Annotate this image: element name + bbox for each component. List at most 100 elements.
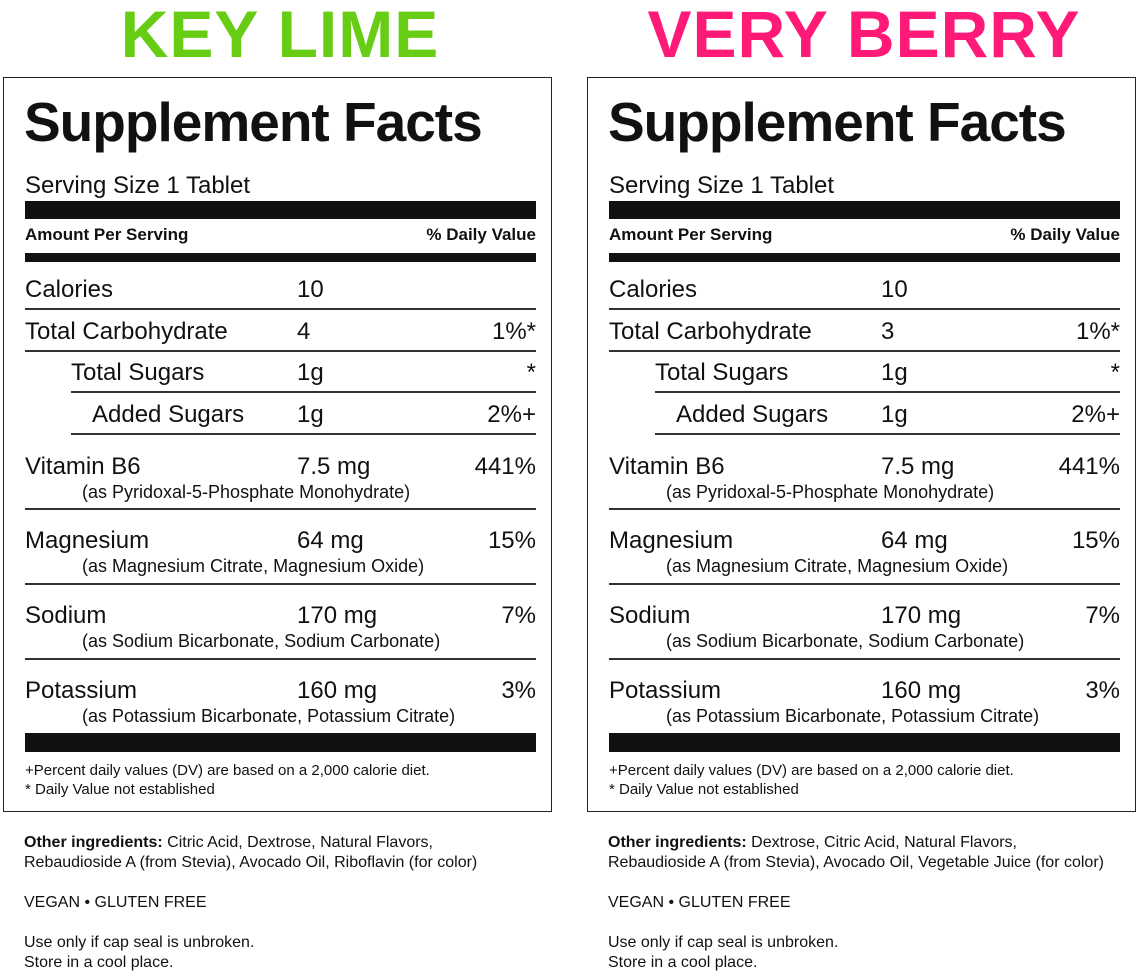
supplement-facts-box: Supplement Facts Serving Size 1 Tablet A… bbox=[587, 77, 1136, 812]
nutrient-dv: 2%+ bbox=[1071, 401, 1120, 428]
nutrient-dv: 441% bbox=[474, 453, 536, 480]
serving-size: Serving Size 1 Tablet bbox=[609, 172, 835, 199]
thick-divider-bottom bbox=[609, 733, 1120, 752]
nutrient-amount: 10 bbox=[881, 276, 908, 303]
flavor-title: KEY LIME bbox=[120, 0, 440, 71]
nutrient-dv: 1%* bbox=[491, 318, 536, 345]
other-ingredients-line1: Citric Acid, Dextrose, Natural Flavors, bbox=[162, 834, 433, 851]
amount-per-serving: Amount Per Serving bbox=[25, 225, 189, 244]
daily-value-header: % Daily Value bbox=[1010, 225, 1120, 244]
nutrient-dv: 2%+ bbox=[487, 401, 536, 428]
nutrient-name: Magnesium bbox=[25, 527, 150, 554]
nutrient-name: Potassium bbox=[609, 677, 722, 704]
facts-title: Supplement Facts bbox=[608, 91, 1067, 153]
footnote-daily-value: * Daily Value not established bbox=[609, 781, 799, 798]
nutrient-amount: 1g bbox=[297, 401, 324, 428]
key-lime-panel: KEY LIME Supplement Facts Serving Size 1… bbox=[0, 0, 560, 974]
medium-divider bbox=[25, 253, 536, 262]
nutrient-amount: 170 mg bbox=[881, 602, 962, 629]
row-divider bbox=[609, 308, 1120, 310]
nutrient-name: Calories bbox=[609, 276, 698, 303]
serving-size: Serving Size 1 Tablet bbox=[25, 172, 251, 199]
row-divider bbox=[655, 433, 1120, 435]
amount-header-row: Amount Per Serving % Daily Value bbox=[25, 225, 536, 245]
nutrient-amount: 1g bbox=[297, 359, 324, 386]
other-ingredients-label: Other ingredients: bbox=[608, 834, 747, 851]
row-divider bbox=[71, 433, 536, 435]
row-divider bbox=[25, 350, 536, 352]
very-berry-panel: VERY BERRY Supplement Facts Serving Size… bbox=[584, 0, 1144, 974]
row-divider bbox=[609, 350, 1120, 352]
nutrient-name: Vitamin B6 bbox=[609, 453, 725, 480]
nutrient-name: Magnesium bbox=[609, 527, 734, 554]
medium-divider bbox=[609, 253, 1120, 262]
nutrient-name: Calories bbox=[25, 276, 114, 303]
row-divider bbox=[71, 391, 536, 393]
row-divider bbox=[25, 308, 536, 310]
nutrient-amount: 64 mg bbox=[881, 527, 948, 554]
nutrient-source: (as Magnesium Citrate, Magnesium Oxide) bbox=[82, 556, 425, 576]
nutrient-amount: 64 mg bbox=[297, 527, 364, 554]
nutrient-name: Total Sugars bbox=[655, 359, 789, 386]
row-divider bbox=[609, 583, 1120, 585]
nutrient-amount: 3 bbox=[881, 318, 895, 345]
thick-divider-bottom bbox=[25, 733, 536, 752]
nutrient-name: Added Sugars bbox=[92, 401, 245, 428]
row-divider bbox=[609, 508, 1120, 510]
row-divider bbox=[25, 658, 536, 660]
row-divider bbox=[609, 658, 1120, 660]
usage-line1: Use only if cap seal is unbroken. bbox=[24, 934, 255, 951]
nutrient-name: Added Sugars bbox=[676, 401, 829, 428]
thick-divider bbox=[25, 201, 536, 219]
other-ingredients-label: Other ingredients: bbox=[24, 834, 163, 851]
nutrient-dv: 441% bbox=[1058, 453, 1120, 480]
facts-title: Supplement Facts bbox=[24, 91, 483, 153]
nutrient-amount: 170 mg bbox=[297, 602, 378, 629]
nutrient-source: (as Sodium Bicarbonate, Sodium Carbonate… bbox=[666, 631, 1025, 651]
nutrient-dv: 7% bbox=[1085, 602, 1120, 629]
nutrient-dv: * bbox=[526, 359, 536, 386]
nutrient-amount: 160 mg bbox=[881, 677, 962, 704]
nutrient-amount: 7.5 mg bbox=[297, 453, 371, 480]
nutrient-source: (as Pyridoxal-5-Phosphate Monohydrate) bbox=[82, 482, 411, 502]
nutrient-name: Vitamin B6 bbox=[25, 453, 141, 480]
row-divider bbox=[655, 391, 1120, 393]
nutrient-amount: 1g bbox=[881, 359, 908, 386]
other-ingredients-line1: Dextrose, Citric Acid, Natural Flavors, bbox=[746, 834, 1017, 851]
nutrient-name: Total Sugars bbox=[71, 359, 205, 386]
amount-header-row: Amount Per Serving % Daily Value bbox=[609, 225, 1120, 245]
nutrient-amount: 10 bbox=[297, 276, 324, 303]
nutrient-name: Sodium bbox=[609, 602, 691, 629]
footnote-percent: +Percent daily values (DV) are based on … bbox=[25, 762, 430, 779]
dietary-tags: VEGAN • GLUTEN FREE bbox=[24, 894, 207, 911]
daily-value-header: % Daily Value bbox=[426, 225, 536, 244]
nutrient-name: Potassium bbox=[25, 677, 138, 704]
nutrient-source: (as Potassium Bicarbonate, Potassium Cit… bbox=[666, 706, 1040, 726]
nutrient-dv: 15% bbox=[1071, 527, 1120, 554]
flavor-title: VERY BERRY bbox=[647, 0, 1081, 71]
nutrient-source: (as Magnesium Citrate, Magnesium Oxide) bbox=[666, 556, 1009, 576]
amount-per-serving: Amount Per Serving bbox=[609, 225, 773, 244]
other-ingredients-line2: Rebaudioside A (from Stevia), Avocado Oi… bbox=[24, 854, 478, 871]
nutrient-amount: 1g bbox=[881, 401, 908, 428]
nutrient-amount: 160 mg bbox=[297, 677, 378, 704]
supplement-facts-box: Supplement Facts Serving Size 1 Tablet A… bbox=[3, 77, 552, 812]
footnote-percent: +Percent daily values (DV) are based on … bbox=[609, 762, 1014, 779]
nutrient-name: Sodium bbox=[25, 602, 107, 629]
nutrient-dv: 15% bbox=[487, 527, 536, 554]
usage-line2: Store in a cool place. bbox=[24, 954, 174, 971]
other-ingredients: Other ingredients: Dextrose, Citric Acid… bbox=[608, 833, 1017, 853]
nutrient-source: (as Pyridoxal-5-Phosphate Monohydrate) bbox=[666, 482, 995, 502]
other-ingredients-line2: Rebaudioside A (from Stevia), Avocado Oi… bbox=[608, 854, 1104, 871]
nutrient-source: (as Sodium Bicarbonate, Sodium Carbonate… bbox=[82, 631, 441, 651]
nutrient-name: Total Carbohydrate bbox=[609, 318, 812, 345]
dietary-tags: VEGAN • GLUTEN FREE bbox=[608, 894, 791, 911]
nutrient-dv: * bbox=[1110, 359, 1120, 386]
row-divider bbox=[25, 508, 536, 510]
nutrient-dv: 7% bbox=[501, 602, 536, 629]
nutrient-name: Total Carbohydrate bbox=[25, 318, 228, 345]
nutrient-dv: 3% bbox=[501, 677, 536, 704]
usage-line1: Use only if cap seal is unbroken. bbox=[608, 934, 839, 951]
nutrient-dv: 1%* bbox=[1075, 318, 1120, 345]
thick-divider bbox=[609, 201, 1120, 219]
